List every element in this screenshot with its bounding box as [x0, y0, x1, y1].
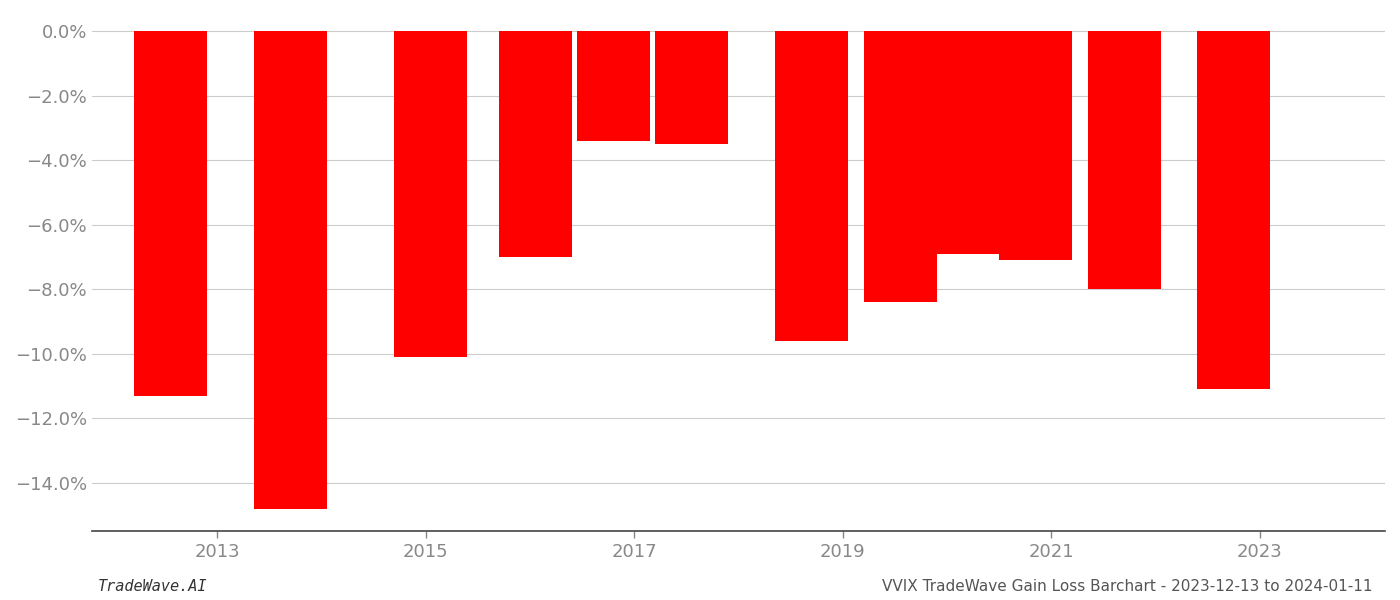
- Text: VVIX TradeWave Gain Loss Barchart - 2023-12-13 to 2024-01-11: VVIX TradeWave Gain Loss Barchart - 2023…: [882, 579, 1372, 594]
- Bar: [498, 31, 571, 257]
- Bar: [395, 31, 468, 357]
- Text: TradeWave.AI: TradeWave.AI: [98, 579, 207, 594]
- Bar: [577, 31, 650, 141]
- Bar: [1197, 31, 1270, 389]
- Bar: [864, 31, 937, 302]
- Bar: [133, 31, 207, 395]
- Bar: [1000, 31, 1072, 260]
- Bar: [253, 31, 326, 509]
- Bar: [655, 31, 728, 144]
- Bar: [1088, 31, 1161, 289]
- Bar: [776, 31, 848, 341]
- Bar: [931, 31, 1004, 254]
